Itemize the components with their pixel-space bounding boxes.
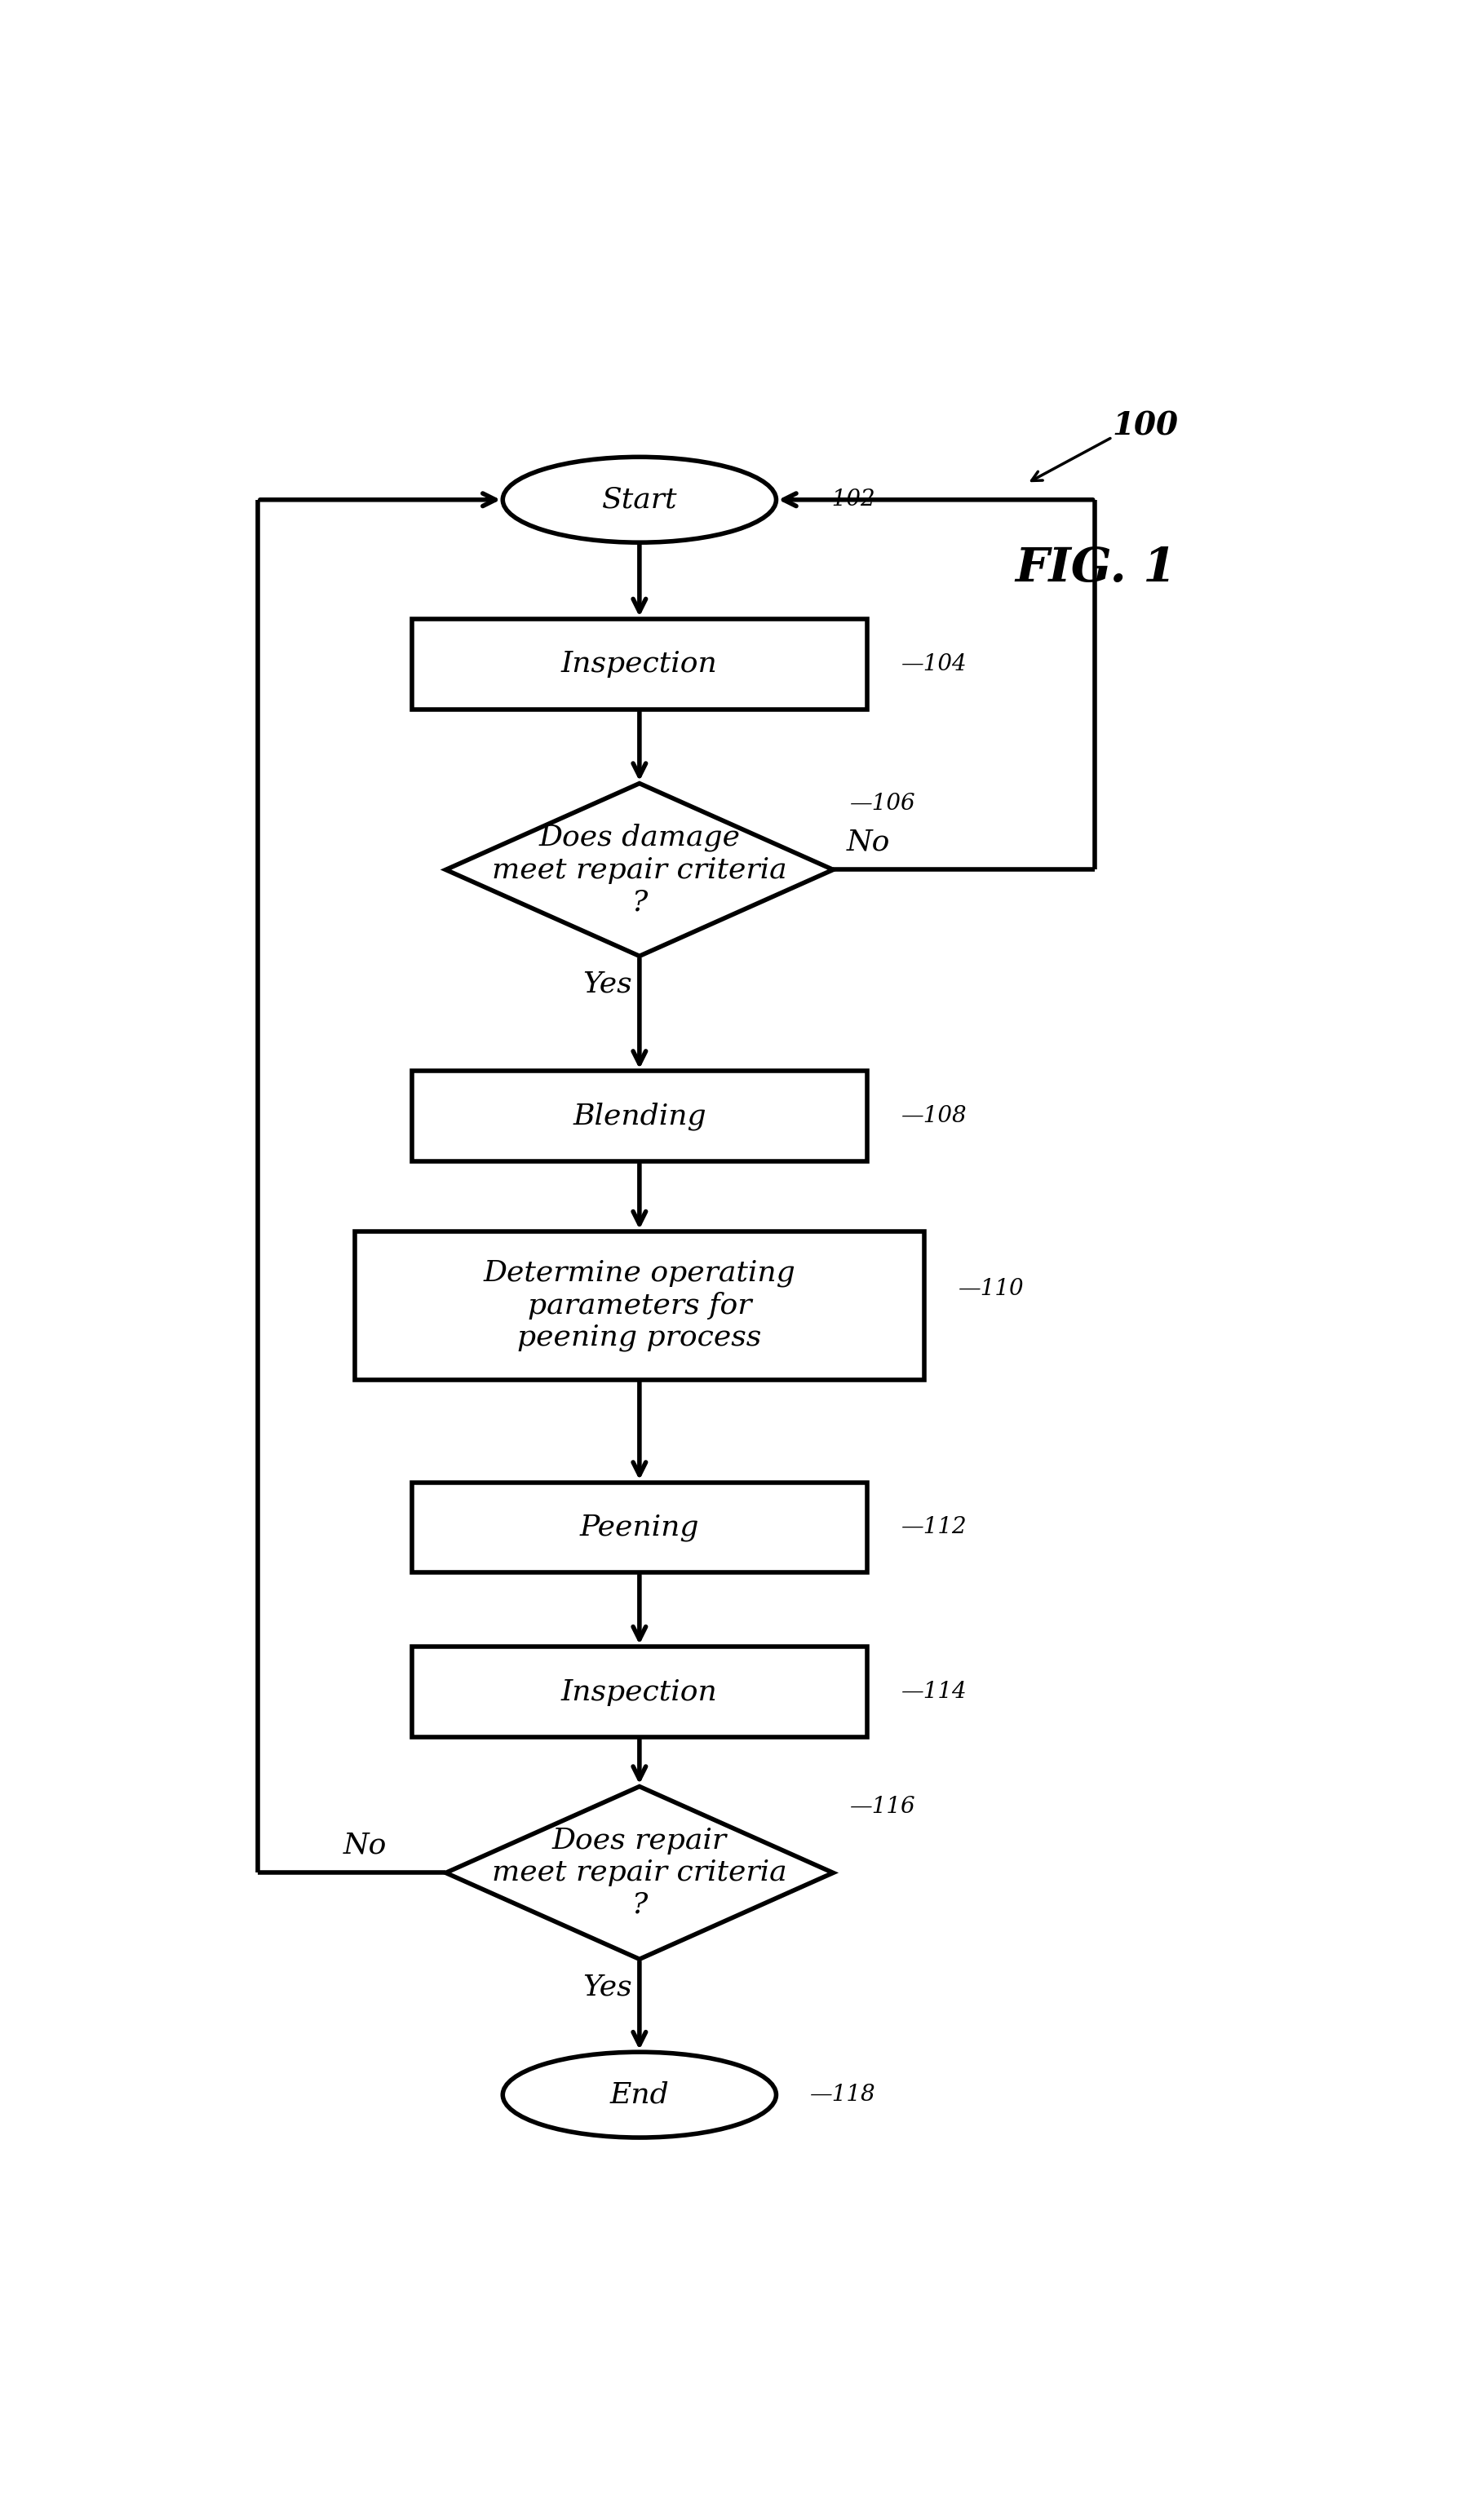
Text: FIG. 1: FIG. 1: [1016, 547, 1177, 592]
Text: Peening: Peening: [579, 1515, 700, 1542]
Text: —106: —106: [850, 794, 916, 814]
Bar: [354, 1232, 925, 1378]
Text: Blending: Blending: [573, 1101, 706, 1131]
Text: No: No: [344, 1832, 387, 1860]
Text: Yes: Yes: [582, 1973, 632, 2001]
Text: End: End: [610, 2082, 669, 2109]
Bar: [412, 620, 867, 711]
Text: —114: —114: [901, 1681, 967, 1704]
Text: —112: —112: [901, 1517, 967, 1540]
Text: —110: —110: [958, 1278, 1025, 1300]
Bar: [412, 1646, 867, 1736]
Text: —102: —102: [810, 489, 876, 512]
Ellipse shape: [503, 2051, 776, 2137]
Text: Yes: Yes: [582, 970, 632, 998]
Bar: [412, 1071, 867, 1162]
Polygon shape: [445, 1787, 833, 1958]
Text: Does repair
meet repair criteria
?: Does repair meet repair criteria ?: [492, 1827, 786, 1918]
Text: Start: Start: [601, 486, 678, 514]
Text: —104: —104: [901, 653, 967, 675]
Text: Does damage
meet repair criteria
?: Does damage meet repair criteria ?: [492, 824, 786, 915]
Text: Inspection: Inspection: [562, 650, 717, 678]
Text: —108: —108: [901, 1106, 967, 1126]
Text: —118: —118: [810, 2084, 876, 2107]
Text: Inspection: Inspection: [562, 1678, 717, 1706]
Ellipse shape: [503, 456, 776, 542]
Text: —116: —116: [850, 1797, 916, 1817]
Text: No: No: [847, 829, 891, 857]
Text: Determine operating
parameters for
peening process: Determine operating parameters for peeni…: [484, 1260, 795, 1351]
Bar: [412, 1482, 867, 1572]
Polygon shape: [445, 784, 833, 955]
Text: 100: 100: [1113, 411, 1179, 441]
